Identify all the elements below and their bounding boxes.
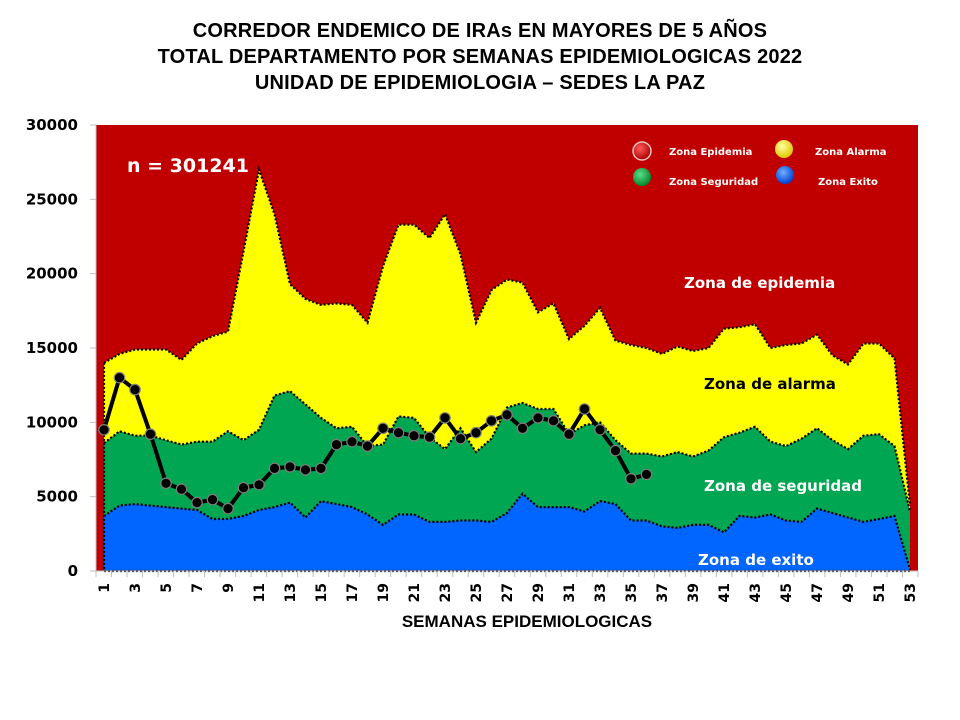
y-tick-label: 0 [68,562,78,580]
x-tick-label: 15 [314,583,330,602]
cases-data-point [532,412,544,424]
cases-data-point [578,403,591,415]
cases-data-point [485,414,498,427]
legend-marker-epidemia [632,141,652,161]
x-tick-label: 37 [655,583,671,602]
cases-data-point [392,426,405,439]
cases-data-point [361,440,374,452]
x-tick-label: 21 [407,583,423,602]
legend-label-alarma: Zona Alarma [815,147,886,158]
zone-alarma-area [104,169,910,512]
x-tick-label: 27 [500,583,516,602]
legend-label-exito: Zona Exito [818,177,878,188]
n-annotation: n = 301241 [127,155,249,177]
x-tick-label: 31 [562,583,578,602]
zone-exito-area [104,493,910,571]
cases-data-point [237,481,250,494]
boundary-exito-line [103,492,912,570]
x-tick-label: 7 [190,583,206,593]
zone-label-exito: Zona de exito [698,551,814,569]
x-tick-label: 23 [438,583,454,602]
x-tick-label: 45 [779,583,795,602]
cases-data-point [609,444,622,457]
legend-label-epidemia: Zona Epidemia [669,147,752,158]
cases-data-point [439,412,451,424]
x-tick-label: 13 [283,583,299,602]
y-tick-label: 20000 [26,265,78,283]
cases-data-point [377,422,389,435]
legend-marker-seguridad [633,168,651,186]
cases-data-point [547,414,560,427]
x-tick-label: 17 [345,583,361,602]
cases-data-point [206,493,219,506]
cases-data-point [625,472,637,485]
cases-data-point [516,422,529,435]
cases-data-point [346,435,358,448]
cases-data-point [501,409,513,421]
x-tick-label: 3 [128,583,144,593]
cases-data-point [640,468,653,481]
x-tick-label: 35 [624,583,640,602]
chart-title-line-2: TOTAL DEPARTAMENTO POR SEMANAS EPIDEMIOL… [157,46,803,68]
cases-data-point [299,464,312,476]
x-tick-label: 11 [252,583,268,602]
cases-data-point [113,371,126,384]
cases-data-point [284,461,296,473]
y-tick-label: 30000 [26,116,78,134]
x-tick-label: 43 [748,583,764,602]
x-tick-label: 1 [97,583,113,593]
chart-title-line-1: CORREDOR ENDEMICO DE IRAs EN MAYORES DE … [192,20,768,42]
x-axis-title: SEMANAS EPIDEMIOLOGICAS [402,612,652,631]
x-tick-label: 25 [469,583,485,602]
cases-data-point [454,432,467,445]
x-tick-label: 33 [593,583,609,602]
legend-label-seguridad: Zona Seguridad [669,177,758,188]
zone-boundaries [102,165,912,573]
legend-marker-alarma [775,140,793,158]
x-tick-label: 39 [686,583,702,602]
zone-label-epidemia: Zona de epidemia [684,274,835,292]
x-tick-label: 51 [872,583,888,602]
cases-data-point [563,428,575,440]
y-tick-label: 10000 [26,413,78,431]
legend: Zona Epidemia Zona Alarma Zona Seguridad… [632,140,886,188]
x-tick-label: 49 [841,583,857,602]
boundary-alarma-line [103,165,912,506]
y-tick-label: 15000 [26,339,78,357]
cases-data-point [253,478,265,491]
cases-data-point [268,462,281,475]
cases-data-point [423,431,436,443]
cases-data-point [160,477,172,490]
cases-line [98,371,653,515]
x-tick-label: 5 [159,583,175,593]
zone-label-alarma: Zona de alarma [704,375,836,393]
x-tick-label: 41 [717,583,733,602]
cases-data-point [191,496,203,509]
chart-title-line-3: UNIDAD DE EPIDEMIOLOGIA – SEDES LA PAZ [254,72,706,94]
cases-data-point [144,428,157,440]
cases-data-point [222,502,234,515]
x-tick-label: 53 [903,583,919,602]
cases-data-point [408,429,420,442]
zone-label-seguridad: Zona de seguridad [704,477,862,495]
cases-data-point [129,383,141,396]
y-tick-label: 25000 [26,190,78,208]
x-tick-label: 47 [810,583,826,602]
x-tick-label: 29 [531,583,547,602]
cases-data-point [594,423,606,436]
cases-data-point [175,483,188,495]
y-tick-label: 5000 [36,488,78,506]
legend-marker-exito [776,166,794,184]
cases-data-point [315,462,327,475]
boundary-seguridad-line [103,389,912,512]
x-tick-label: 19 [376,583,392,602]
x-tick-label: 9 [221,583,237,593]
cases-data-point [330,438,343,451]
cases-data-point [98,423,110,436]
cases-data-point [470,426,482,439]
